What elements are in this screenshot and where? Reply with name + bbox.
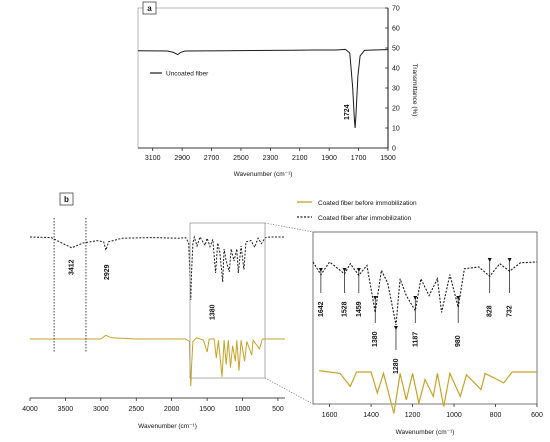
panel-b-tag-box xyxy=(59,192,74,206)
y-tick-label: 50 xyxy=(392,46,400,53)
panel-b-inset: 1600 1400 1200 1000 800 600 Wavenumber (cm⁻¹) 1… xyxy=(312,231,543,436)
peak-label-2929: 2929 xyxy=(104,264,111,280)
x-tick-label: 3000 xyxy=(93,406,109,413)
x-tick-label: 1600 xyxy=(322,412,338,419)
series-line-after xyxy=(29,235,285,301)
x-tick-label: 1000 xyxy=(446,412,462,419)
x-axis-title: Wavenumber (cm⁻¹) xyxy=(138,423,197,430)
peak-label-1187: 1187 xyxy=(412,332,419,347)
y-tick-label: 0 xyxy=(392,146,396,153)
legend-label-after: Coated fiber after immobilization xyxy=(318,215,412,222)
y-tick-label: 60 xyxy=(392,26,400,33)
x-tick-label: 1700 xyxy=(351,155,367,162)
peak-arrow-828-head xyxy=(487,258,492,262)
x-axis-title: Wavenumber (cm⁻¹) xyxy=(234,171,293,178)
x-tick-label: 2900 xyxy=(174,155,190,162)
peak-arrow-1280-head xyxy=(393,326,398,330)
x-tick-label: 500 xyxy=(272,406,284,413)
y-tick-label: 40 xyxy=(392,66,400,73)
panel-a-tag-box xyxy=(142,1,157,15)
peak-arrow-1642-head xyxy=(318,268,323,272)
x-tick-label: 2000 xyxy=(164,406,180,413)
panel-b: 4000 3500 3000 2500 2000 1500 1000 500 Wavenumbe… xyxy=(22,192,417,430)
y-tick-label: 10 xyxy=(392,126,400,133)
panel-a: 0 10 20 30 40 50 60 70 3100 2900 2700 2500 2300 2100 1… xyxy=(137,1,418,178)
x-tick-label: 2100 xyxy=(292,155,308,162)
inset-series-before xyxy=(319,370,537,414)
legend-label-before: Coated fiber before immobilization xyxy=(318,200,417,207)
peak-arrow-980-head xyxy=(456,296,461,300)
series-line-uncoated xyxy=(137,48,389,129)
x-tick-label: 1900 xyxy=(321,155,337,162)
y-tick-label: 20 xyxy=(392,106,400,113)
zoom-connector-top xyxy=(264,222,314,233)
peak-label-1280: 1280 xyxy=(393,358,400,374)
peak-label-828: 828 xyxy=(487,305,494,317)
peak-arrow-1528-head xyxy=(342,268,347,272)
x-tick-label: 3500 xyxy=(58,406,74,413)
plot-frame xyxy=(137,7,389,149)
x-tick-label: 1500 xyxy=(380,155,396,162)
panel-b-tag: b xyxy=(64,195,69,204)
x-tick-label: 1200 xyxy=(405,412,421,419)
x-tick-label: 4000 xyxy=(22,406,38,413)
panel-a-tag: a xyxy=(147,4,152,13)
legend-label: Uncoated fiber xyxy=(166,71,209,78)
peak-arrow-1380-head xyxy=(373,296,378,300)
peak-arrow-1459-head xyxy=(356,268,361,272)
zoom-connector-bottom xyxy=(264,377,314,405)
x-tick-label: 2500 xyxy=(233,155,249,162)
x-tick-label: 2700 xyxy=(204,155,220,162)
peak-label-1528: 1528 xyxy=(342,301,349,317)
inset-frame xyxy=(312,231,538,405)
x-tick-label: 800 xyxy=(490,412,502,419)
x-tick-label: 3100 xyxy=(145,155,161,162)
x-tick-label: 2500 xyxy=(128,406,144,413)
peak-label-980: 980 xyxy=(455,335,462,347)
x-tick-label: 1500 xyxy=(199,406,215,413)
x-tick-label: 1000 xyxy=(235,406,251,413)
peak-label-1642: 1642 xyxy=(318,301,325,317)
zoom-region-box xyxy=(189,222,266,379)
peak-label-1380: 1380 xyxy=(210,304,217,320)
peak-label-3412: 3412 xyxy=(69,259,76,275)
peak-arrow-732-head xyxy=(507,258,512,262)
peak-label-732: 732 xyxy=(507,305,514,317)
peak-label-1380: 1380 xyxy=(372,331,379,347)
x-tick-label: 1400 xyxy=(363,412,379,419)
x-tick-label: 2300 xyxy=(263,155,279,162)
inset-series-after xyxy=(312,261,538,326)
peak-arrow-1187-head xyxy=(413,296,418,300)
y-tick-label: 70 xyxy=(392,6,400,13)
peak-label-1459: 1459 xyxy=(356,301,363,317)
series-line-before xyxy=(30,334,285,387)
x-tick-label: 600 xyxy=(531,412,543,419)
y-tick-label: 30 xyxy=(392,86,400,93)
peak-label: 1724 xyxy=(344,104,351,120)
x-axis-title: Wavenumber (cm⁻¹) xyxy=(396,429,455,436)
y-axis-title: Transmittance (%) xyxy=(411,64,418,117)
